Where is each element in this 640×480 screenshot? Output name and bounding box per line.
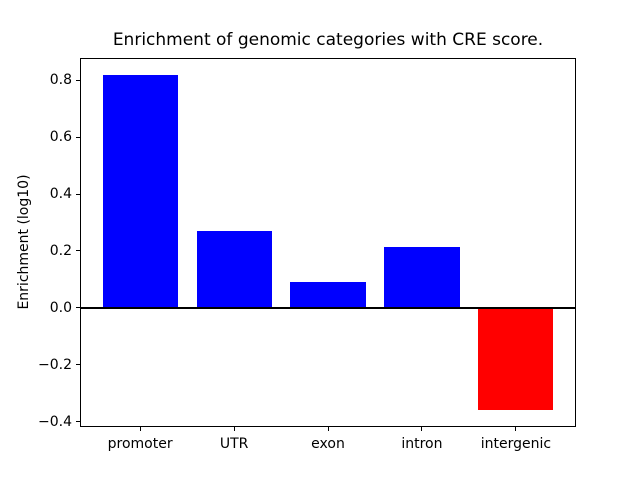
- y-tick: [76, 79, 80, 81]
- y-tick: [76, 421, 80, 422]
- y-tick: [76, 193, 80, 195]
- bar-UTR: [196, 231, 272, 308]
- x-tick: [515, 427, 517, 432]
- y-tick: [76, 136, 80, 138]
- y-tick-label: 0.2: [49, 242, 72, 259]
- y-tick-label: 0.8: [49, 72, 72, 89]
- zero-line: [80, 306, 576, 309]
- x-tick: [327, 427, 329, 432]
- y-tick: [76, 307, 80, 309]
- y-tick-label: 0.6: [49, 129, 72, 146]
- x-tick: [421, 427, 423, 432]
- x-tick-label-promoter: promoter: [107, 436, 173, 452]
- bar-exon: [290, 282, 366, 308]
- bar-promoter: [102, 74, 178, 308]
- chart-title: Enrichment of genomic categories with CR…: [112, 30, 544, 50]
- x-tick-label-UTR: UTR: [219, 436, 249, 452]
- y-tick: [76, 250, 80, 252]
- x-tick-label-intron: intron: [401, 436, 443, 452]
- y-tick: [76, 364, 80, 366]
- y-tick-label: 0.4: [49, 186, 72, 203]
- y-tick-label: −0.2: [38, 356, 72, 373]
- x-tick: [233, 427, 235, 432]
- bar-intergenic: [478, 307, 554, 411]
- x-tick-label-exon: exon: [311, 436, 345, 452]
- x-tick-label-intergenic: intergenic: [480, 436, 552, 452]
- y-tick-label: −0.4: [38, 413, 72, 430]
- x-tick: [139, 427, 141, 432]
- bar-intron: [384, 246, 460, 308]
- y-tick-label: 0.0: [49, 299, 72, 316]
- plot-area: [80, 58, 576, 427]
